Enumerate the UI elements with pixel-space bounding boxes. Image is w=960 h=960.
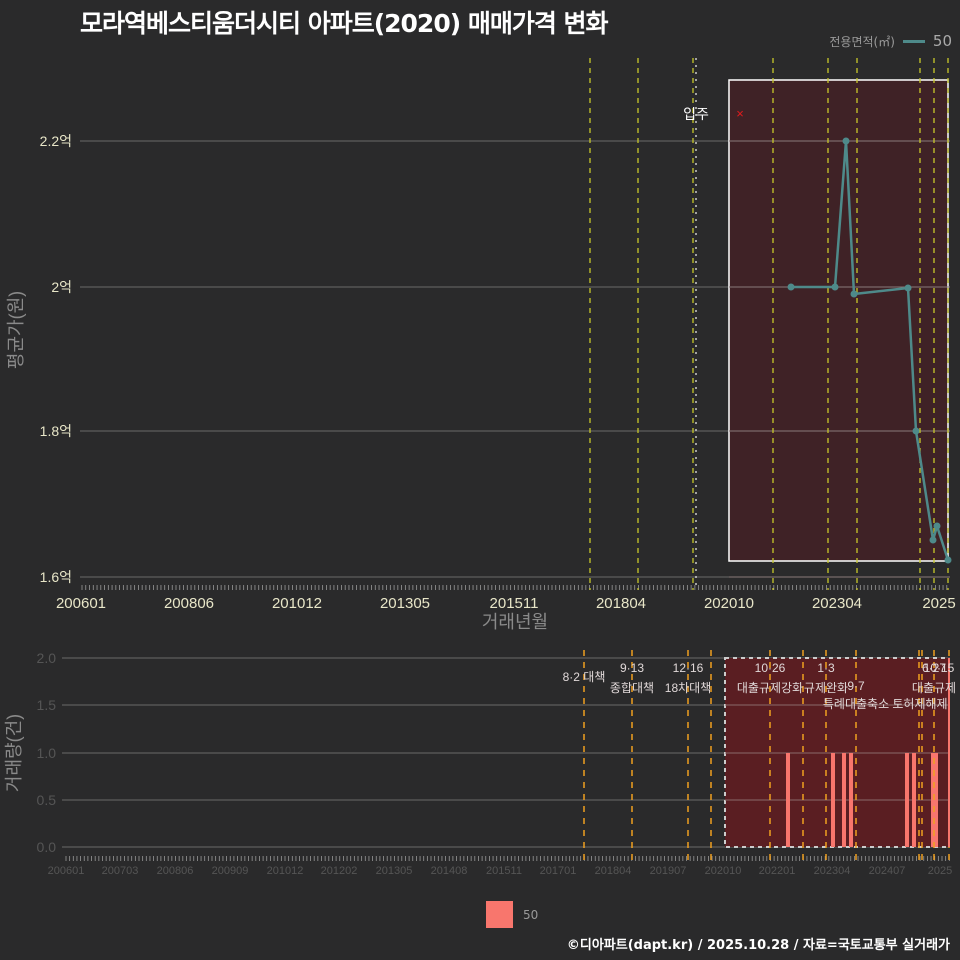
- policy-label: 대출규제: [912, 681, 956, 695]
- x-tick-label: 201511: [486, 865, 522, 877]
- policy-label: 9·7: [847, 679, 865, 693]
- move-in-marker: ×: [736, 106, 744, 121]
- policy-label: 12·16: [673, 661, 704, 675]
- price-point: [933, 522, 941, 530]
- policy-label: 규제완화: [804, 681, 848, 695]
- chart-title: 모라역베스티움더시티 아파트(2020) 매매가격 변화: [80, 9, 609, 38]
- x-tick-label: 200703: [102, 865, 139, 877]
- x-tick-label: 200601: [48, 865, 85, 877]
- legend-title: 전용면적(㎡): [829, 34, 895, 49]
- price-point: [912, 427, 920, 435]
- volume-bar: [905, 753, 909, 847]
- x-tick-label: 201012: [272, 595, 322, 612]
- x-tick-label: 201804: [595, 865, 632, 877]
- x-axis-title: 거래년월: [482, 612, 548, 632]
- y-tick-label: 0.0: [37, 839, 57, 855]
- x-tick-label: 200909: [212, 865, 249, 877]
- policy-label: 종합대책: [610, 680, 654, 695]
- y-tick-label: 0.5: [37, 792, 57, 808]
- x-tick-label: 2025: [928, 865, 952, 877]
- price-point: [944, 556, 952, 564]
- policy-label: 대출규제강화: [737, 681, 803, 695]
- x-tick-label: 200806: [157, 865, 194, 877]
- y-tick-label: 1.6억: [40, 569, 72, 585]
- y-axis-title: 평균가(원): [6, 291, 26, 369]
- x-tick-label: 200601: [56, 595, 106, 612]
- x-tick-label: 201804: [596, 595, 646, 612]
- legend-top: 전용면적(㎡) 50: [829, 32, 952, 50]
- volume-bar: [934, 753, 938, 847]
- x-tick-label: 2025: [922, 595, 955, 612]
- price-point: [929, 536, 937, 544]
- legend-item-label: 50: [932, 32, 952, 50]
- y-tick-label: 2억: [51, 279, 72, 295]
- x-tick-label: 201012: [267, 865, 304, 877]
- price-point: [904, 284, 912, 292]
- x-tick-label: 202201: [759, 865, 796, 877]
- volume-bar: [831, 753, 835, 847]
- y-tick-label: 1.0: [37, 745, 57, 761]
- policy-label: 6·27: [922, 661, 946, 675]
- volume-bar: [849, 753, 853, 847]
- y-axis-title: 거래량(건): [4, 714, 24, 792]
- x-tick-label: 202304: [812, 595, 862, 612]
- x-tick-label: 201511: [490, 595, 539, 612]
- y-tick-label: 1.8억: [40, 423, 72, 439]
- legend-line-swatch: [902, 39, 925, 43]
- legend-item-label: 50: [523, 907, 539, 922]
- policy-label: 토허제해제: [892, 697, 947, 711]
- x-tick-label: 201408: [431, 865, 468, 877]
- policy-label: 18차대책: [665, 680, 711, 695]
- y-tick-label: 1.5: [37, 697, 57, 713]
- x-tick-label: 202407: [869, 865, 906, 877]
- volume-bar: [786, 753, 790, 847]
- volume-bar: [931, 753, 935, 847]
- x-tick-label: 200806: [164, 595, 214, 612]
- legend-bar-swatch: [486, 901, 513, 928]
- source-caption: ©디아파트(dapt.kr) / 2025.10.28 / 자료=국토교통부 실…: [566, 938, 950, 953]
- policy-label: 10·15: [924, 661, 955, 675]
- x-tick-label: 201305: [376, 865, 413, 877]
- y-tick-label: 2.0: [37, 650, 57, 666]
- price-point: [787, 283, 795, 291]
- volume-bar: [912, 753, 916, 847]
- policy-label: 8·2 대책: [563, 669, 606, 684]
- x-tick-label: 202010: [705, 865, 742, 877]
- price-point: [831, 283, 839, 291]
- policy-label: 특례대출축소: [823, 697, 889, 711]
- x-tick-label: 201701: [540, 865, 577, 877]
- x-tick-label: 202010: [704, 595, 754, 612]
- x-tick-label: 201202: [321, 865, 358, 877]
- policy-label: 9·13: [620, 661, 644, 675]
- x-tick-label: 202304: [814, 865, 851, 877]
- x-tick-label: 201907: [650, 865, 687, 877]
- legend-bottom: 50: [486, 901, 538, 928]
- x-tick-label: 201305: [380, 595, 430, 612]
- highlight-box: [728, 79, 949, 562]
- policy-label: 1·3: [817, 661, 835, 675]
- policy-label: 10·26: [755, 661, 786, 675]
- volume-bar: [842, 753, 846, 847]
- y-tick-label: 2.2억: [40, 133, 72, 149]
- move-in-label: 입주: [683, 106, 709, 122]
- price-point: [850, 290, 858, 298]
- price-point: [842, 137, 850, 145]
